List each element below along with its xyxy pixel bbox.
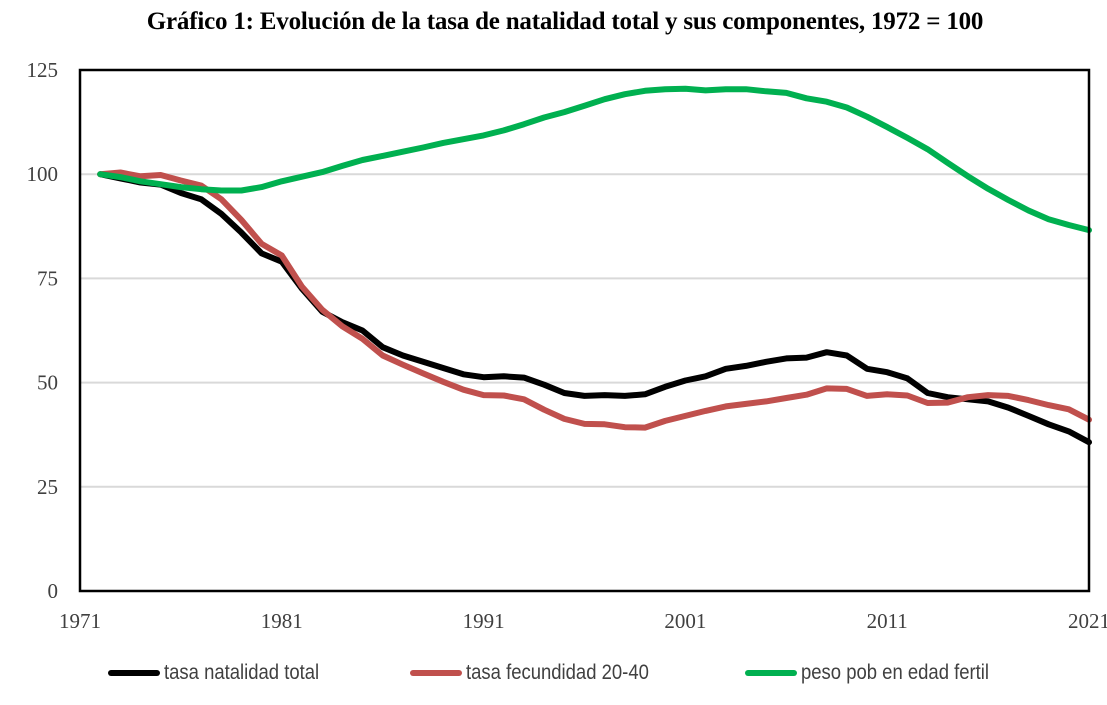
- series-line-tasa-fecundidad-20-40: [97, 169, 1092, 431]
- series-lines: [97, 85, 1092, 446]
- x-tick-label: 1971: [59, 609, 101, 633]
- chart-title: Gráfico 1: Evolución de la tasa de natal…: [146, 8, 984, 35]
- y-tick-label: 100: [27, 162, 59, 186]
- x-tick-label: 1981: [261, 609, 303, 633]
- x-tick-label: 2001: [664, 609, 706, 633]
- series-line-tasa-natalidad-total: [97, 171, 1092, 446]
- legend-swatch-fecundidad: [410, 670, 462, 676]
- legend: tasa natalidad total tasa fecundidad 20-…: [0, 656, 1107, 690]
- series-line-peso-pob-en-edad-fertil: [97, 85, 1092, 234]
- x-tick-label: 2011: [867, 609, 908, 633]
- y-axis-ticks: 0 25 50 75 100 125: [27, 58, 59, 603]
- x-tick-label: 2021: [1068, 609, 1107, 633]
- legend-label-fecundidad: tasa fecundidad 20-40: [466, 661, 649, 684]
- legend-swatch-peso: [745, 670, 797, 676]
- legend-item-fecundidad: tasa fecundidad 20-40: [410, 656, 674, 690]
- legend-label-natalidad: tasa natalidad total: [164, 661, 320, 684]
- legend-item-natalidad: tasa natalidad total: [108, 656, 340, 690]
- y-tick-label: 0: [48, 579, 59, 603]
- legend-item-peso: peso pob en edad fertil: [745, 656, 1015, 690]
- y-tick-label: 25: [37, 475, 58, 499]
- y-tick-label: 50: [37, 371, 58, 395]
- plot-frame: [78, 68, 1091, 593]
- x-tick-label: 1991: [463, 609, 505, 633]
- x-axis-ticks: 1971 1981 1991 2001 2011 2021: [59, 609, 1107, 633]
- gridlines: [80, 173, 1089, 488]
- y-tick-label: 75: [37, 266, 58, 290]
- y-tick-label: 125: [27, 58, 59, 82]
- legend-label-peso: peso pob en edad fertil: [801, 661, 990, 684]
- legend-swatch-natalidad: [108, 670, 160, 676]
